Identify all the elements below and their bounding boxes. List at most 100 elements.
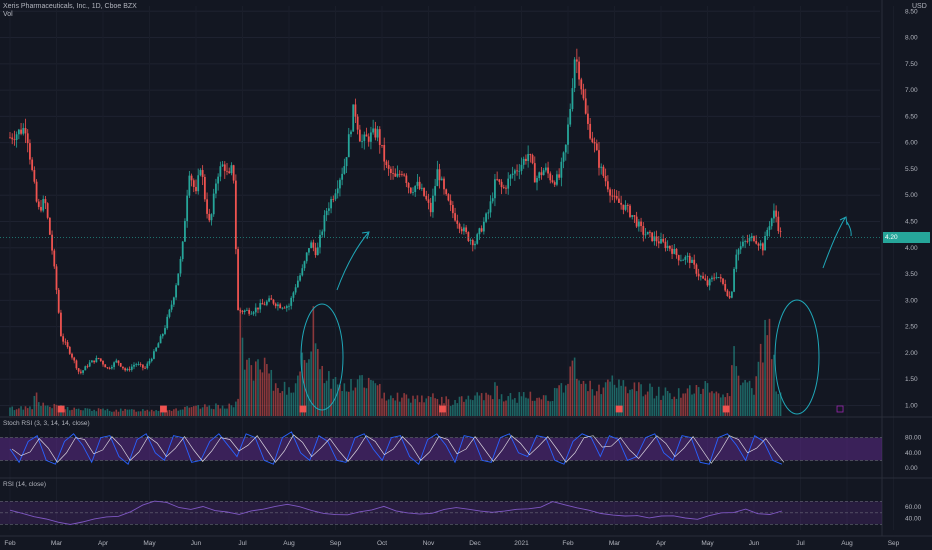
candle-up (325, 207, 328, 222)
candle-down (642, 222, 645, 242)
candle-body (294, 287, 297, 293)
candle-up (250, 311, 253, 315)
volume-bar (268, 373, 270, 416)
candle-down (500, 179, 503, 195)
candle-body (288, 305, 290, 307)
volume-bar (252, 380, 255, 416)
candle-up (339, 177, 341, 197)
candle-down (29, 139, 31, 165)
candle-up (653, 231, 656, 246)
candle-down (582, 83, 585, 101)
volume-bar (157, 410, 160, 416)
candle-down (401, 171, 403, 177)
candle-up (334, 189, 337, 202)
volume-bar (533, 400, 536, 416)
candle-body (37, 201, 40, 207)
candle-down (40, 199, 42, 213)
candle-down (755, 235, 758, 245)
volume-bar (323, 383, 326, 416)
candle-down (591, 131, 594, 144)
volume-bar (159, 410, 162, 416)
candle-body (491, 198, 494, 202)
candle-up (684, 255, 687, 265)
volume-bar (409, 402, 412, 416)
candle-body (35, 181, 38, 202)
candle-up (308, 248, 310, 256)
candle-body (223, 164, 226, 171)
candle-body (633, 215, 636, 217)
candle-body (779, 231, 782, 232)
volume-bar (600, 394, 603, 416)
candle-down (124, 367, 127, 372)
candle-down (378, 126, 381, 154)
candle-down (356, 114, 359, 135)
candle-body (591, 138, 594, 143)
candle-up (708, 278, 711, 291)
volume-bar (29, 406, 31, 416)
volume-bar (95, 411, 98, 416)
candle-body (695, 264, 698, 274)
candle-up (146, 361, 149, 370)
volume-bar (308, 359, 310, 416)
volume-bar (243, 369, 246, 416)
volume-bar (664, 387, 667, 416)
candle-up (181, 240, 184, 262)
candle-down (99, 358, 102, 363)
rsi-axis-tick: 40.00 (905, 516, 922, 523)
candle-body (91, 360, 93, 363)
candle-up (564, 144, 567, 161)
volume-bar (9, 407, 11, 416)
volume-bar (283, 381, 286, 416)
candle-up (88, 359, 91, 368)
volume-bar (261, 372, 264, 416)
volume-bar (669, 393, 671, 416)
volume-bar (545, 395, 547, 416)
volume-bar (584, 383, 587, 416)
candle-up (95, 355, 98, 363)
candle-up (494, 174, 496, 207)
volume-bar (514, 398, 516, 416)
candle-down (57, 287, 60, 314)
candle-down (589, 117, 592, 140)
candle-body (170, 304, 173, 310)
candle-body (436, 169, 439, 187)
stoch-rsi-title[interactable]: Stoch RSI (3, 3, 14, 14, close) (3, 420, 90, 427)
candle-body (367, 136, 370, 142)
volume-bar (609, 381, 611, 416)
volume-bar (571, 360, 574, 416)
candle-body (635, 216, 638, 227)
volume-bar (549, 401, 552, 416)
candle-body (102, 360, 104, 365)
candle-down (405, 173, 408, 188)
candle-body (84, 366, 87, 371)
volume-bar (274, 383, 277, 416)
volume-bar (64, 409, 67, 416)
candle-body (513, 170, 516, 174)
volume-bar (55, 404, 58, 416)
candle-down (443, 176, 445, 195)
volume-bar (195, 405, 197, 416)
candle-body (73, 357, 76, 361)
candle-body (660, 238, 662, 244)
candle-body (108, 367, 111, 369)
candle-down (314, 242, 317, 258)
volume-bar (392, 398, 394, 416)
candle-body (159, 336, 162, 344)
candle-body (500, 181, 503, 188)
candle-body (385, 161, 388, 166)
candle-body (711, 277, 713, 280)
candle-body (358, 129, 361, 142)
volume-bar (77, 408, 80, 416)
candle-down (232, 164, 235, 184)
rsi-title[interactable]: RSI (14, close) (3, 481, 46, 488)
candle-down (640, 217, 642, 232)
volume-bar (511, 399, 514, 416)
candle-up (509, 173, 512, 186)
volume-bar (199, 408, 202, 416)
volume-bar (117, 411, 120, 416)
price-axis-tick: 2.50 (905, 324, 918, 331)
candle-body (722, 278, 724, 284)
symbol-title[interactable]: Xeris Pharmaceuticals, Inc., 1D, Cboe BZ… (3, 3, 137, 10)
candle-up (485, 212, 487, 224)
